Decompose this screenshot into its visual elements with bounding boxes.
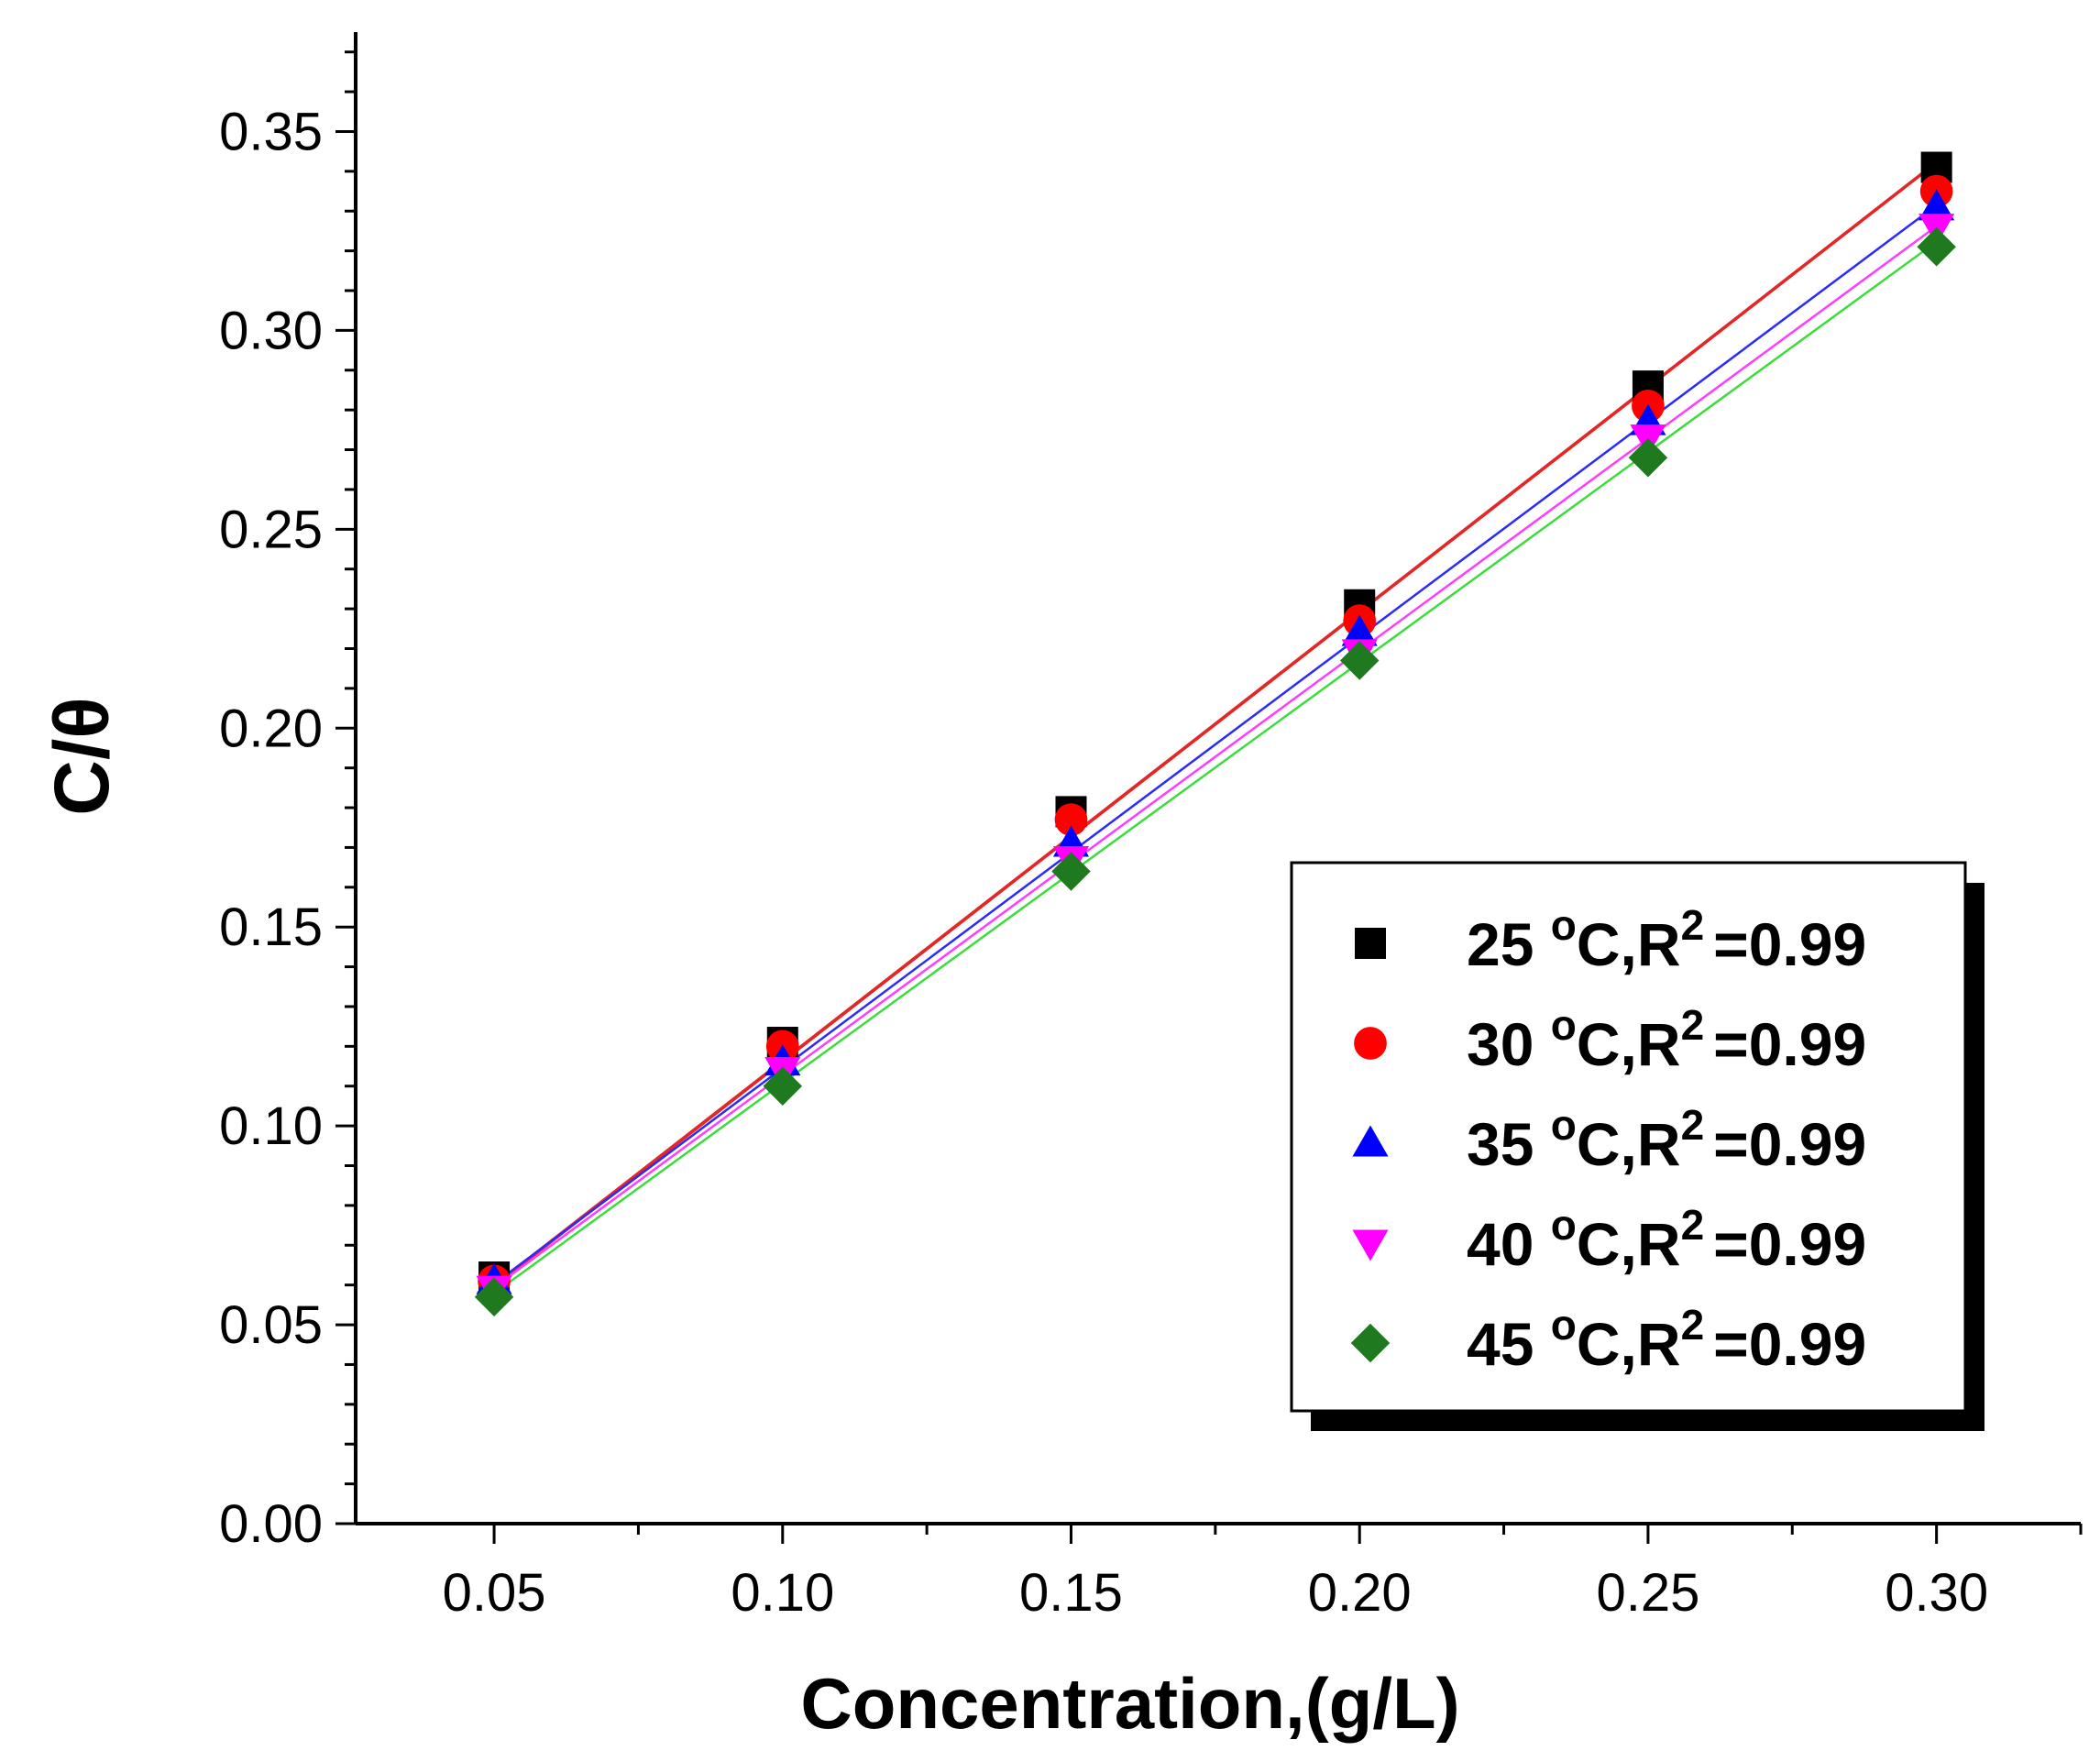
legend-label: 25 oC,R2 =0.99 [1467,901,1866,978]
diamond-marker [474,1277,514,1316]
legend-r-sup: 2 [1681,1101,1705,1149]
square-marker [1355,928,1386,959]
axes: 0.00 0.05 0.10 0.15 0.20 0.25 0.30 0.35 0.05 0.10… [219,32,2083,1623]
degree-mark: o [1551,901,1577,949]
legend-space [1534,1210,1550,1278]
triangle-up-marker [1919,189,1955,221]
legend-temp: 40 [1467,1210,1534,1278]
legend-unit: C [1577,1210,1621,1278]
legend-r: R [1637,1310,1681,1378]
legend-temp: 25 [1467,910,1534,978]
x-tick-label: 0.30 [1885,1563,1988,1623]
degree-mark: o [1551,1301,1577,1349]
legend-r2-value: =0.99 [1713,1310,1866,1378]
legend-label: 40 oC,R2 =0.99 [1467,1201,1866,1278]
legend-label: 30 oC,R2 =0.99 [1467,1001,1866,1078]
legend-r-sup: 2 [1681,1201,1705,1249]
legend-unit: C [1577,1010,1621,1078]
fit-line [493,240,1938,1294]
x-tick-label: 0.20 [1308,1563,1412,1623]
degree-mark: o [1551,1201,1577,1249]
diamond-marker [763,1066,803,1106]
legend-r: R [1637,1110,1681,1178]
legend-r: R [1637,910,1681,978]
diamond-marker [1628,437,1668,478]
legend-temp: 45 [1467,1310,1534,1378]
x-tick-label: 0.15 [1019,1563,1123,1623]
legend-r2-value: =0.99 [1713,1010,1866,1078]
y-tick-label: 0.00 [219,1494,323,1554]
legend-temp: 35 [1467,1110,1534,1178]
legend-space [1534,910,1550,978]
legend-comma: , [1621,910,1637,978]
fit-line [493,225,1938,1289]
y-axis-title: C/θ [38,697,125,815]
legend-comma: , [1621,1110,1637,1178]
legend-r-sup: 2 [1681,1301,1705,1349]
circle-marker [1054,803,1088,836]
triangle-down-marker [1352,1229,1389,1261]
y-tick-label: 0.20 [219,699,323,758]
x-tick-label: 0.25 [1596,1563,1699,1623]
legend-unit: C [1577,1110,1621,1178]
legend-unit: C [1577,910,1621,978]
legend-r2-value: =0.99 [1713,1210,1866,1278]
circle-marker [1354,1027,1387,1060]
y-tick-label: 0.35 [219,102,323,161]
triangle-up-marker [1341,614,1378,646]
y-tick-label: 0.05 [219,1295,323,1355]
x-tick-label: 0.05 [443,1563,546,1623]
legend-space [1534,1110,1550,1178]
legend-space [1534,1010,1550,1078]
legend-r-sup: 2 [1681,1001,1705,1049]
legend-comma: , [1621,1210,1637,1278]
y-tick-label: 0.30 [219,301,323,360]
diamond-marker [1051,852,1091,891]
legend-r: R [1637,1010,1681,1078]
fit-line [493,160,1938,1286]
legend-comma: , [1621,1310,1637,1378]
legend-box [1290,861,1967,1413]
legend-r-sup: 2 [1681,901,1705,949]
legend-r2-value: =0.99 [1713,1110,1866,1178]
degree-mark: o [1551,1001,1577,1049]
legend-label: 35 oC,R2 =0.99 [1467,1101,1866,1178]
diamond-marker [1917,227,1956,267]
legend-r2-value: =0.99 [1713,910,1866,978]
y-tick-label: 0.10 [219,1096,323,1156]
legend-label: 45 oC,R2 =0.99 [1467,1301,1866,1378]
legend-r: R [1637,1210,1681,1278]
diamond-marker [1339,641,1380,680]
fit-line [493,204,1938,1285]
legend-space [1534,1310,1550,1378]
diamond-marker [1350,1323,1391,1363]
y-tick-label: 0.15 [219,898,323,957]
fit-lines [493,160,1938,1294]
triangle-up-marker [1352,1125,1389,1157]
x-axis-title: Concentration,(g/L) [800,1663,1459,1744]
x-tick-label: 0.10 [731,1563,834,1623]
y-tick-label: 0.25 [219,500,323,559]
legend-comma: , [1621,1010,1637,1078]
legend-unit: C [1577,1310,1621,1378]
data-markers [474,151,1956,1316]
degree-mark: o [1551,1101,1577,1149]
legend-temp: 30 [1467,1010,1534,1078]
